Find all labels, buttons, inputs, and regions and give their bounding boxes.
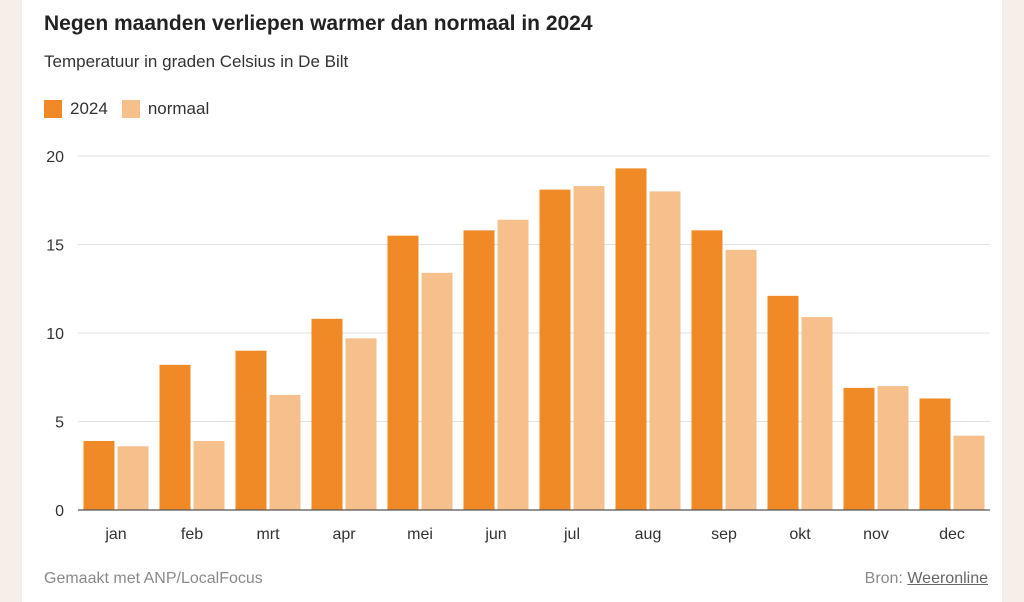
bar-chart: 0 5 10 15 20 jan feb mrt apr mei jun jul aug sep okt no…	[46, 149, 990, 543]
chart-subtitle: Temperatuur in graden Celsius in De Bilt	[44, 52, 349, 71]
bar-feb-normaal	[193, 440, 225, 510]
legend: 2024 normaal	[44, 99, 223, 119]
bar-mei-normaal	[421, 272, 453, 510]
x-tick-label-sep: sep	[711, 526, 737, 543]
chart-card: Negen maanden verliepen warmer dan norma…	[22, 0, 1002, 602]
made-with-credit: Gemaakt met ANP/LocalFocus	[44, 570, 263, 587]
x-tick-label-feb: feb	[181, 526, 203, 543]
bar-sep-2024	[691, 230, 723, 510]
bar-aug-normaal	[649, 191, 681, 510]
y-tick-label-0: 0	[55, 503, 64, 520]
legend-swatch-normaal	[121, 100, 140, 118]
x-tick-label-mei: mei	[407, 526, 433, 543]
bar-jul-normaal	[573, 186, 605, 510]
y-tick-label-15: 15	[46, 238, 64, 255]
x-tick-label-aug: aug	[635, 526, 662, 543]
legend-item-normaal[interactable]: normaal	[121, 99, 210, 119]
legend-label-normaal: normaal	[147, 99, 210, 118]
legend-label-2024: 2024	[70, 99, 108, 118]
bar-aug-2024	[615, 168, 647, 510]
bar-jan-2024	[83, 440, 115, 510]
y-tick-label-5: 5	[55, 415, 64, 432]
x-tick-label-apr: apr	[332, 526, 356, 543]
legend-item-2024[interactable]: 2024	[44, 99, 108, 119]
y-tick-label-10: 10	[46, 326, 64, 343]
x-tick-label-dec: dec	[939, 526, 965, 543]
bar-sep-normaal	[725, 249, 757, 510]
bar-mei-2024	[387, 235, 419, 510]
bar-jan-normaal	[117, 446, 149, 510]
x-tick-label-nov: nov	[863, 526, 889, 543]
bar-dec-2024	[919, 398, 951, 510]
bar-jul-2024	[539, 189, 571, 510]
source-link[interactable]: Weeronline	[907, 570, 988, 587]
x-tick-label-okt: okt	[789, 526, 811, 543]
bar-jun-2024	[463, 230, 495, 510]
bar-apr-2024	[311, 318, 343, 510]
bar-nov-normaal	[877, 386, 909, 510]
y-tick-label-20: 20	[46, 149, 64, 166]
x-tick-label-jun: jun	[484, 526, 506, 543]
bar-feb-2024	[159, 364, 191, 510]
bar-jun-normaal	[497, 219, 529, 510]
bar-okt-normaal	[801, 317, 833, 510]
x-tick-label-jul: jul	[563, 526, 580, 543]
legend-swatch-2024	[44, 100, 62, 118]
bar-mrt-normaal	[269, 394, 301, 510]
bar-mrt-2024	[235, 350, 267, 510]
x-tick-label-mrt: mrt	[256, 526, 280, 543]
bar-apr-normaal	[345, 338, 377, 510]
x-tick-label-jan: jan	[104, 526, 126, 543]
source-credit: Bron: Weeronline	[865, 570, 988, 588]
bar-nov-2024	[843, 387, 875, 510]
source-label: Bron:	[864, 570, 903, 587]
bar-dec-normaal	[953, 435, 985, 510]
bar-okt-2024	[767, 295, 799, 510]
chart-title: Negen maanden verliepen warmer dan norma…	[44, 12, 593, 35]
